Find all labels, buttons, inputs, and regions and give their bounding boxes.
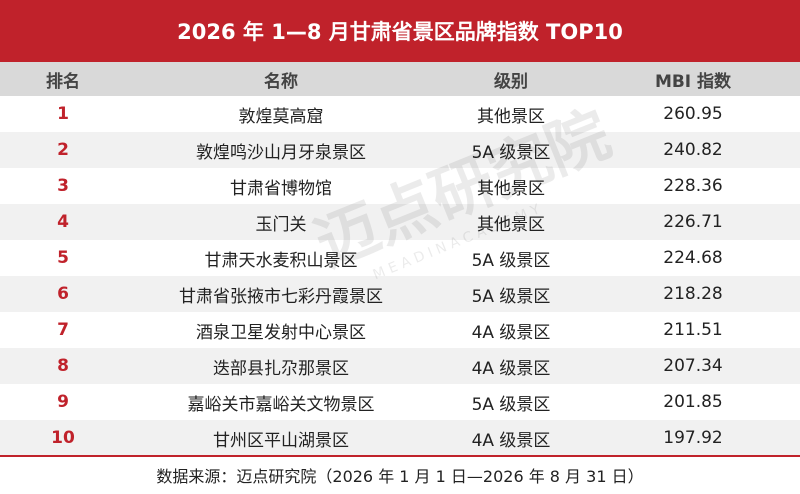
table-row: 2 敦煌鸣沙山月牙泉景区 5A 级景区 240.82 — [0, 132, 800, 168]
bottom-rule — [0, 455, 800, 457]
level-cell: 5A 级景区 — [471, 142, 551, 163]
name-cell: 嘉峪关市嘉峪关文物景区 — [187, 394, 375, 415]
level-cell: 4A 级景区 — [471, 322, 551, 343]
rank-cell: 8 — [57, 356, 69, 376]
mbi-cell: 228.36 — [663, 176, 723, 196]
mbi-cell: 260.95 — [663, 104, 723, 124]
name-cell: 酒泉卫星发射中心景区 — [196, 322, 366, 343]
header-cell: MBI 指数 — [654, 71, 732, 92]
table-row: 4 玉门关 其他景区 226.71 — [0, 204, 800, 240]
mbi-cell: 207.34 — [663, 356, 723, 376]
mbi-cell: 201.85 — [663, 392, 723, 412]
name-cell: 甘州区平山湖景区 — [213, 430, 349, 451]
name-cell: 甘肃天水麦积山景区 — [204, 250, 358, 271]
level-cell: 5A 级景区 — [471, 286, 551, 307]
name-cell: 敦煌鸣沙山月牙泉景区 — [196, 142, 366, 163]
table-row: 6 甘肃省张掖市七彩丹霞景区 5A 级景区 218.28 — [0, 276, 800, 312]
level-cell: 5A 级景区 — [471, 250, 551, 271]
table-row: 1 敦煌莫高窟 其他景区 260.95 — [0, 96, 800, 132]
table-row: 10 甘州区平山湖景区 4A 级景区 197.92 — [0, 420, 800, 456]
header-cell: 级别 — [494, 71, 528, 92]
table-row: 8 迭部县扎尕那景区 4A 级景区 207.34 — [0, 348, 800, 384]
table-row: 5 甘肃天水麦积山景区 5A 级景区 224.68 — [0, 240, 800, 276]
name-cell: 迭部县扎尕那景区 — [213, 358, 349, 379]
rank-cell: 10 — [51, 428, 75, 448]
mbi-cell: 211.51 — [663, 320, 723, 340]
table-row: 7 酒泉卫星发射中心景区 4A 级景区 211.51 — [0, 312, 800, 348]
table-row: 3 甘肃省博物馆 其他景区 228.36 — [0, 168, 800, 204]
level-cell: 其他景区 — [477, 214, 545, 235]
mbi-cell: 218.28 — [663, 284, 723, 304]
header-cell: 名称 — [264, 71, 298, 92]
level-cell: 5A 级景区 — [471, 394, 551, 415]
mbi-cell: 240.82 — [663, 140, 723, 160]
mbi-cell: 197.92 — [663, 428, 723, 448]
rank-cell: 9 — [57, 392, 69, 412]
table: 排名 名称 级别 MBI 指数 1 敦煌莫高窟 其他景区 260.95 2 敦煌鸣沙山月牙泉景区 5… — [0, 62, 800, 456]
name-cell: 敦煌莫高窟 — [238, 106, 324, 127]
name-cell: 玉门关 — [255, 214, 307, 235]
rank-cell: 4 — [57, 212, 69, 232]
rank-cell: 2 — [57, 140, 69, 160]
name-cell: 甘肃省博物馆 — [230, 178, 332, 199]
level-cell: 其他景区 — [477, 178, 545, 199]
rank-cell: 6 — [57, 284, 69, 304]
level-cell: 4A 级景区 — [471, 358, 551, 379]
rank-cell: 5 — [57, 248, 69, 268]
level-cell: 4A 级景区 — [471, 430, 551, 451]
rank-cell: 3 — [57, 176, 69, 196]
level-cell: 其他景区 — [477, 106, 545, 127]
header-cell: 排名 — [46, 71, 80, 92]
mbi-cell: 224.68 — [663, 248, 723, 268]
rank-cell: 1 — [57, 104, 69, 124]
name-cell: 甘肃省张掖市七彩丹霞景区 — [179, 286, 383, 307]
source-note: 数据来源：迈点研究院（2026 年 1 月 1 日—2026 年 8 月 31 … — [156, 467, 644, 486]
table-row: 9 嘉峪关市嘉峪关文物景区 5A 级景区 201.85 — [0, 384, 800, 420]
header-row: 排名 名称 级别 MBI 指数 — [0, 62, 800, 96]
mbi-cell: 226.71 — [663, 212, 723, 232]
table-title: 2026 年 1—8 月甘肃省景区品牌指数 TOP10 — [0, 0, 800, 62]
rank-cell: 7 — [57, 320, 69, 340]
